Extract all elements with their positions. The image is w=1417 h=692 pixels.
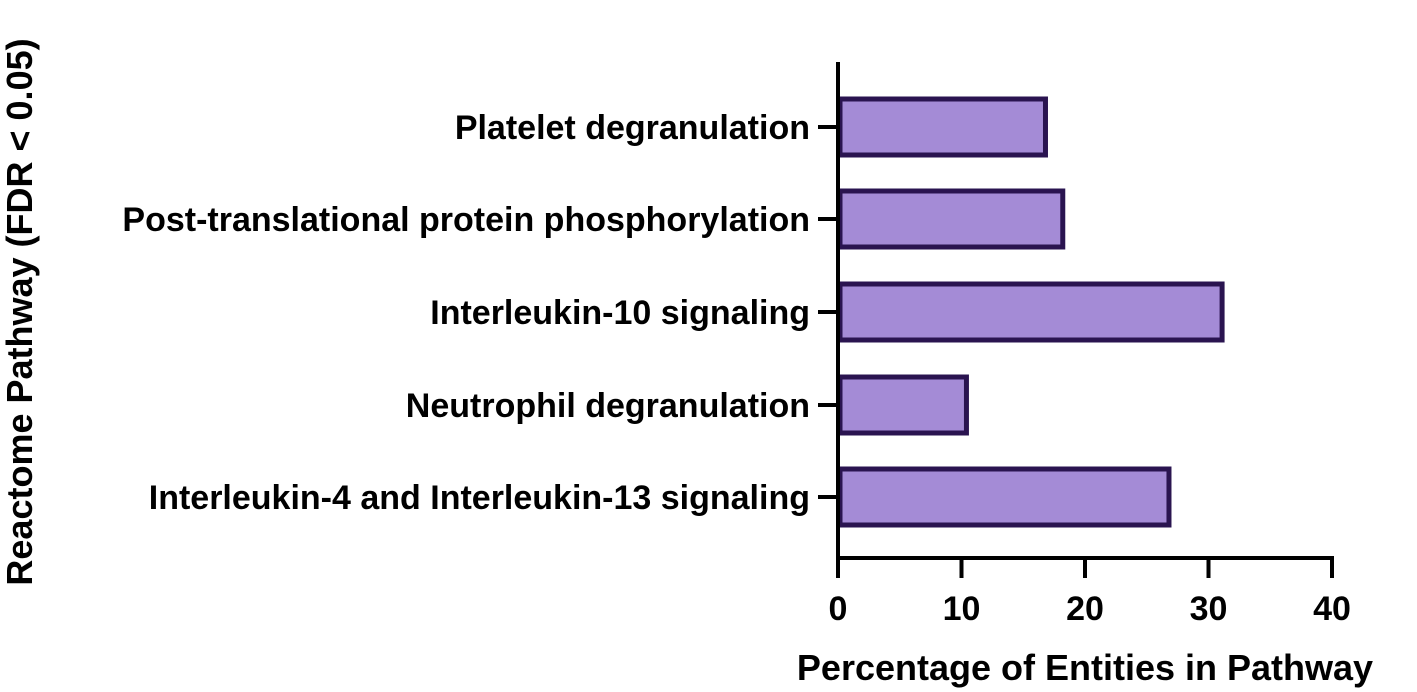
x-tick-label-0: 0 (829, 590, 848, 628)
x-tick-label-20: 20 (1066, 590, 1104, 628)
category-label-1: Platelet degranulation (455, 109, 810, 147)
category-label-5: Interleukin-4 and Interleukin-13 signali… (149, 479, 810, 517)
x-tick-label-10: 10 (943, 590, 981, 628)
bar-5 (837, 466, 1172, 528)
x-axis-title: Percentage of Entities in Pathway (797, 647, 1373, 688)
x-tick-label-30: 30 (1190, 590, 1228, 628)
bars-group (837, 96, 1225, 528)
x-ticks-group: 0 10 20 30 40 (829, 558, 1351, 628)
bar-2 (837, 188, 1066, 250)
x-tick-label-40: 40 (1313, 590, 1351, 628)
bar-1 (837, 96, 1048, 158)
category-label-3: Interleukin-10 signaling (430, 294, 810, 332)
category-label-2: Post-translational protein phosphorylati… (122, 201, 810, 239)
bar-3 (837, 281, 1225, 343)
bar-4 (837, 374, 969, 436)
category-label-4: Neutrophil degranulation (406, 387, 810, 425)
category-labels-group: Platelet degranulation Post-translational… (122, 109, 838, 517)
y-axis-title: Reactome Pathway (FDR < 0.05) (0, 38, 40, 585)
